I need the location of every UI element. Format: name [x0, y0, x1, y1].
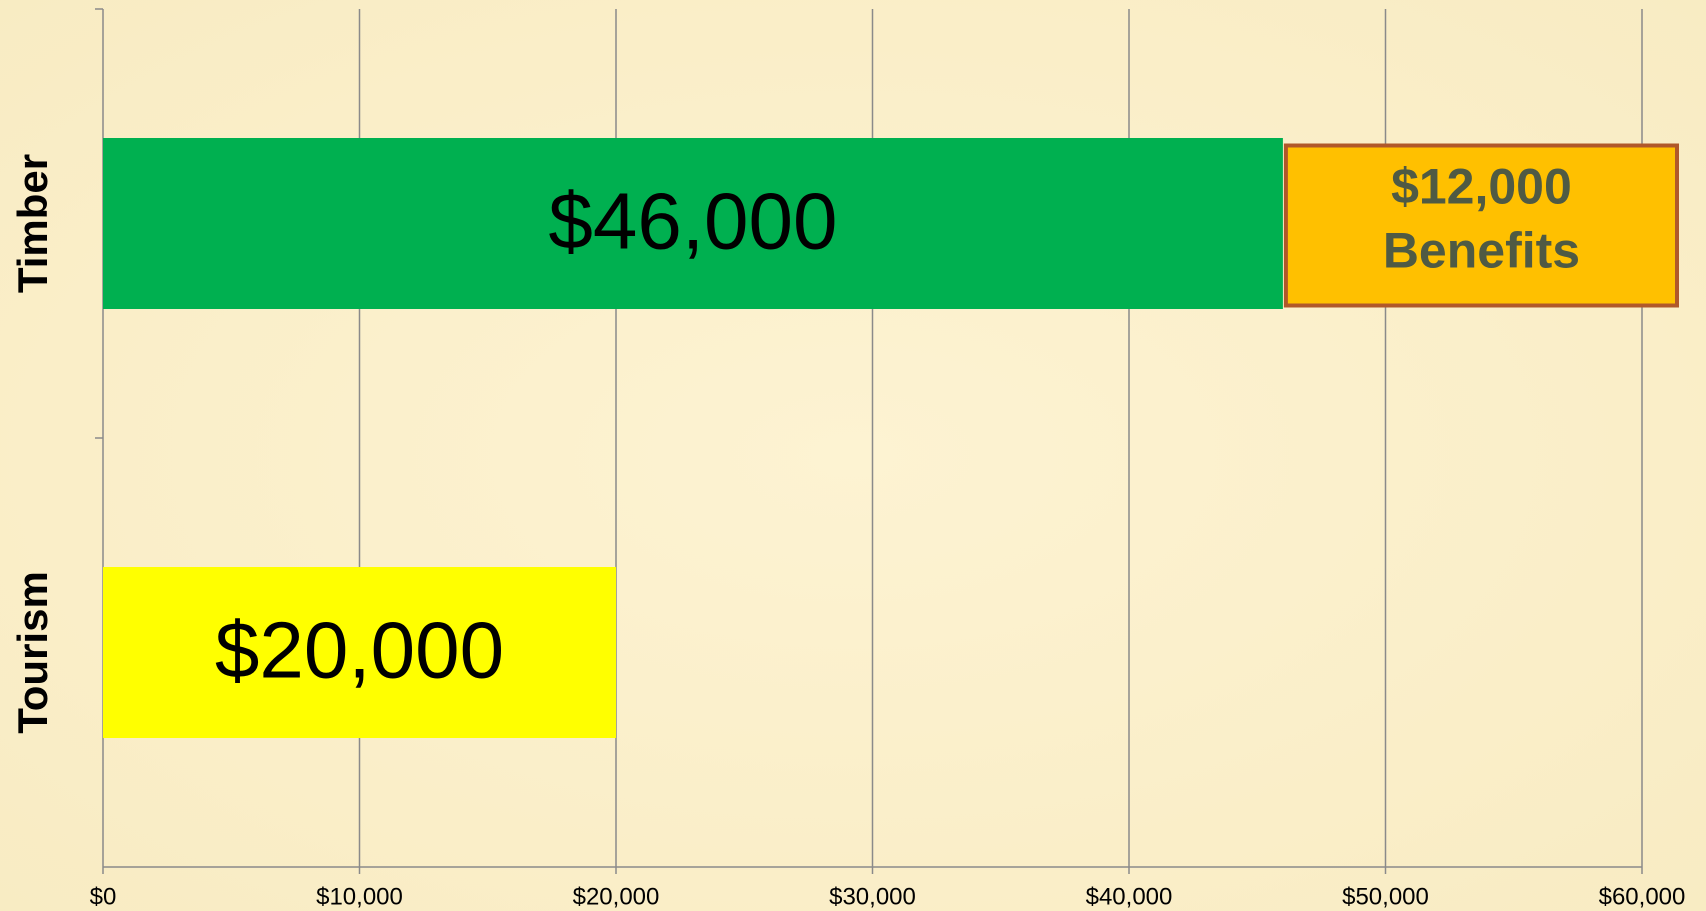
annotation-text: Benefits	[1383, 223, 1580, 279]
bar	[103, 567, 616, 738]
x-tick-label: $50,000	[1342, 883, 1429, 910]
bar-value-label: $20,000	[215, 606, 504, 695]
x-tick-label: $10,000	[316, 883, 403, 910]
x-tick-label: $30,000	[829, 883, 916, 910]
bar-value-label: $46,000	[548, 177, 837, 266]
category-label: Timber	[9, 154, 56, 293]
x-tick-label: $20,000	[573, 883, 660, 910]
x-tick-label: $40,000	[1086, 883, 1173, 910]
x-tick-label: $60,000	[1599, 883, 1686, 910]
annotation-text: $12,000	[1391, 159, 1572, 215]
annotation-box	[1283, 143, 1680, 308]
x-tick-label: $0	[90, 883, 117, 910]
bar	[103, 138, 1283, 309]
category-label: Tourism	[9, 571, 56, 734]
